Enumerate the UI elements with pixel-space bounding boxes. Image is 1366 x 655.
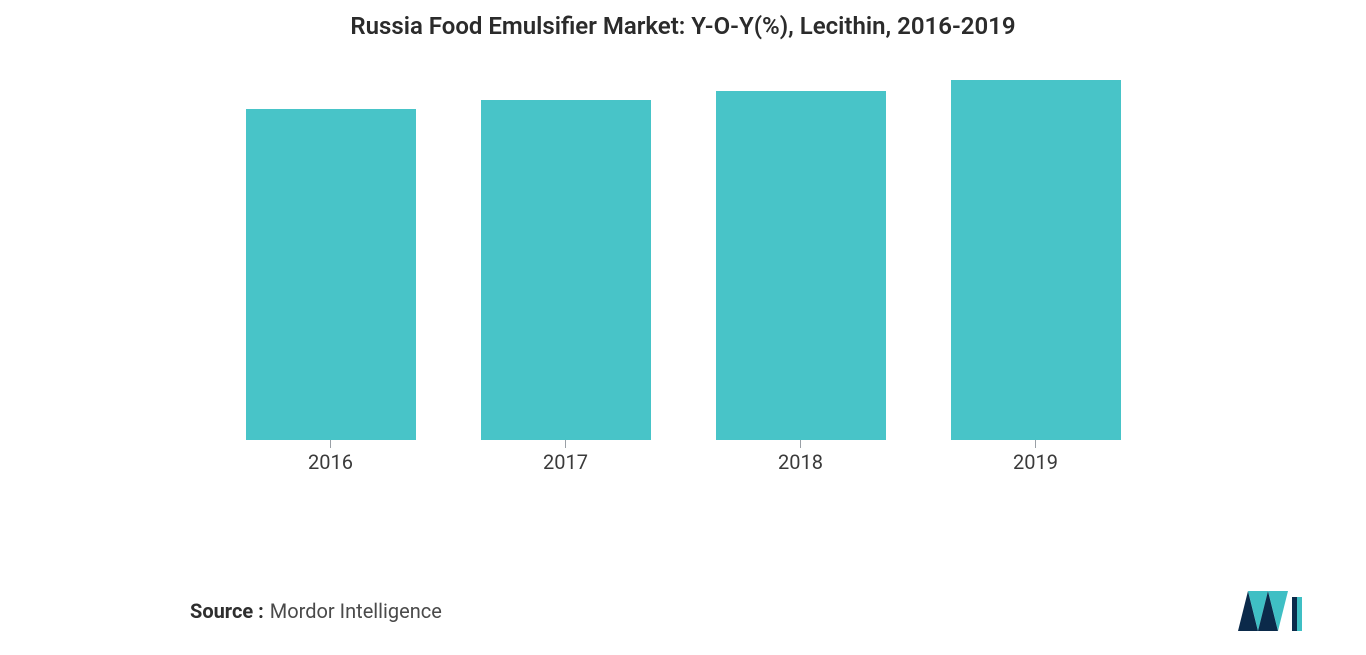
bar — [481, 100, 651, 440]
bar — [716, 91, 886, 440]
bar — [951, 80, 1121, 440]
x-axis-labels: 2016201720182019 — [213, 450, 1153, 478]
x-tick — [800, 440, 801, 448]
x-axis-label: 2019 — [918, 450, 1153, 478]
mordor-logo-icon — [1238, 591, 1302, 631]
bar — [246, 109, 416, 440]
x-axis-label: 2017 — [448, 450, 683, 478]
x-tick — [330, 440, 331, 448]
source-line: Source : Mordor Intelligence — [190, 599, 442, 623]
bar-slot — [683, 91, 918, 448]
x-tick — [1035, 440, 1036, 448]
x-tick — [565, 440, 566, 448]
plot-area: 2016201720182019 — [213, 88, 1153, 478]
chart-footer: Source : Mordor Intelligence — [0, 591, 1366, 631]
source-text: Mordor Intelligence — [270, 599, 442, 623]
chart-container: Russia Food Emulsifier Market: Y-O-Y(%),… — [0, 0, 1366, 655]
bar-group — [213, 88, 1153, 448]
x-axis-label: 2016 — [213, 450, 448, 478]
bar-slot — [918, 80, 1153, 448]
bar-slot — [448, 100, 683, 448]
bar-slot — [213, 109, 448, 448]
chart-title: Russia Food Emulsifier Market: Y-O-Y(%),… — [0, 12, 1366, 40]
mordor-logo — [1238, 591, 1302, 631]
source-label: Source : — [190, 599, 264, 623]
x-axis-label: 2018 — [683, 450, 918, 478]
